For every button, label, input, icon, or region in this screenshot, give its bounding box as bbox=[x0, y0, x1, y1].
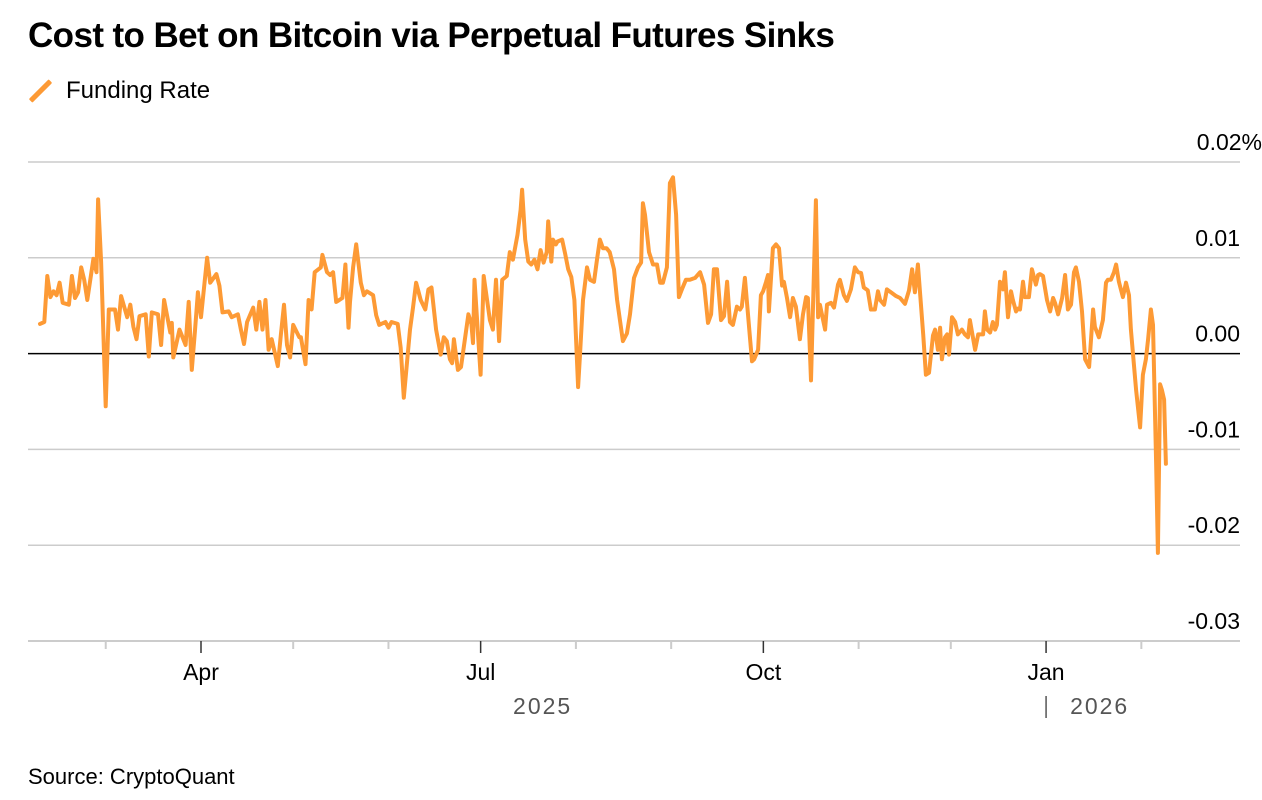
year-label: 2026 bbox=[1070, 693, 1129, 719]
x-axis: Apr Jul Oct Jan 2025 2026 bbox=[104, 641, 1143, 719]
year-label: 2025 bbox=[513, 693, 572, 719]
y-tick-label: 0.02% bbox=[1197, 129, 1262, 155]
data-points bbox=[40, 177, 1166, 553]
series-line-funding-rate bbox=[38, 175, 1168, 555]
y-tick-label: 0.00 bbox=[1195, 321, 1240, 347]
legend: Funding Rate bbox=[28, 76, 210, 106]
y-tick-label: -0.01 bbox=[1188, 416, 1240, 442]
gridlines bbox=[28, 161, 1240, 642]
y-tick-label: -0.03 bbox=[1188, 608, 1240, 634]
x-tick-label: Oct bbox=[745, 659, 781, 685]
series-layer bbox=[38, 175, 1168, 555]
x-tick-label: Jan bbox=[1028, 659, 1065, 685]
x-tick-label: Apr bbox=[183, 659, 219, 685]
legend-label: Funding Rate bbox=[66, 77, 211, 104]
x-tick-label: Jul bbox=[466, 659, 495, 685]
y-tick-label: -0.02 bbox=[1188, 512, 1240, 538]
chart-title: Cost to Bet on Bitcoin via Perpetual Fut… bbox=[28, 16, 835, 55]
source-note: Source: CryptoQuant bbox=[28, 764, 235, 789]
y-axis-labels: 0.02% 0.01 0.00 -0.01 -0.02 -0.03 bbox=[1188, 129, 1262, 634]
y-tick-label: 0.01 bbox=[1195, 225, 1240, 251]
